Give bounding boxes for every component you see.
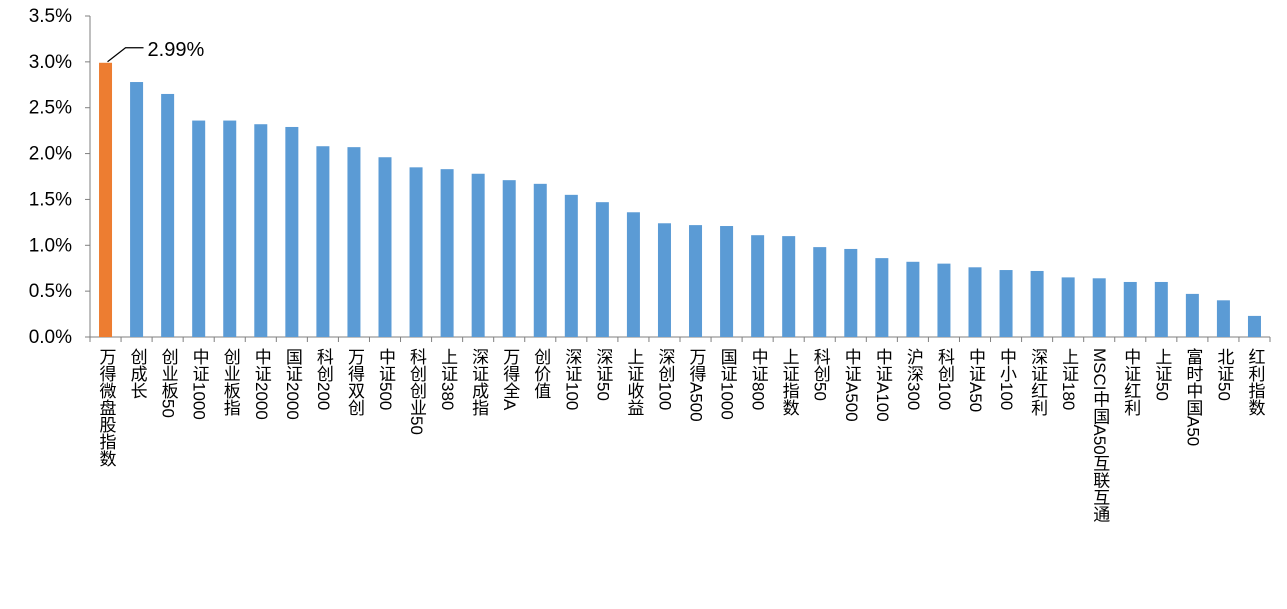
x-tick-label: 中证A50 xyxy=(966,348,985,413)
x-tick-label: 深证红利 xyxy=(1028,348,1048,416)
x-tick-label: 红利指数 xyxy=(1245,348,1265,416)
x-tick-label: 科创创业50 xyxy=(407,348,427,435)
x-tick-label: 深证100 xyxy=(562,348,582,411)
bar xyxy=(99,62,113,337)
x-tick-label: 创成长 xyxy=(127,348,147,399)
bar xyxy=(409,167,423,337)
x-tick-label: 万得微盘股指数 xyxy=(96,348,116,467)
x-tick-label: 科创50 xyxy=(810,348,830,401)
y-tick-label: 3.0% xyxy=(29,52,72,73)
bar xyxy=(689,225,703,337)
x-tick-label: 上证指数 xyxy=(779,348,799,416)
x-tick-label: 万得全A xyxy=(500,348,520,411)
x-tick-label: 沪深300 xyxy=(903,348,923,411)
bar xyxy=(502,180,516,337)
bar xyxy=(564,194,578,337)
x-tick-label: 万得A500 xyxy=(686,348,706,422)
bar xyxy=(999,270,1013,337)
x-tick-label: 中证A100 xyxy=(872,348,892,422)
bar xyxy=(751,235,765,337)
bar xyxy=(347,147,361,337)
bar xyxy=(285,126,299,337)
x-tick-label: 国证2000 xyxy=(282,348,302,420)
bar xyxy=(223,120,237,337)
bar xyxy=(1092,278,1106,337)
x-tick-label: 中证红利 xyxy=(1121,348,1141,416)
x-tick-label: 中证800 xyxy=(748,348,768,411)
annotation-leader-line xyxy=(107,47,144,63)
bar xyxy=(1216,300,1230,337)
y-tick-label: 2.0% xyxy=(29,144,72,165)
bar xyxy=(844,248,858,337)
x-tick-label: 深证成指 xyxy=(469,348,489,416)
bar xyxy=(906,261,920,337)
y-tick-label: 0.5% xyxy=(29,281,72,302)
y-tick-label: 2.5% xyxy=(29,98,72,119)
x-tick-label: 中小100 xyxy=(997,348,1017,411)
x-tick-label: 科创200 xyxy=(313,348,333,411)
bar xyxy=(1123,281,1137,337)
bar xyxy=(161,93,175,337)
y-tick-label: 1.5% xyxy=(29,189,72,210)
bar xyxy=(720,226,734,337)
bar xyxy=(595,202,609,337)
bar xyxy=(130,82,144,337)
y-tick-label: 1.0% xyxy=(29,235,72,256)
bar xyxy=(1030,270,1044,337)
bar xyxy=(316,146,330,337)
x-tick-label: 中证1000 xyxy=(189,348,209,420)
y-tick-label: 3.5% xyxy=(29,6,72,27)
bar xyxy=(440,169,454,337)
bar xyxy=(1185,293,1199,337)
x-tick-label: 创业板指 xyxy=(220,348,240,416)
bar xyxy=(968,267,982,337)
y-tick-label: 0.0% xyxy=(29,327,72,348)
x-tick-label: 中证2000 xyxy=(251,348,271,420)
x-tick-label: 上证收益 xyxy=(624,348,644,416)
bar xyxy=(626,212,640,337)
data-label: 2.99% xyxy=(148,39,205,61)
bar xyxy=(254,124,268,337)
x-tick-label: 中证A500 xyxy=(841,348,861,422)
x-tick-label: 深创100 xyxy=(655,348,675,411)
bar xyxy=(782,236,796,337)
bar xyxy=(1061,277,1075,337)
x-tick-label: 创价值 xyxy=(531,348,551,399)
bar xyxy=(813,247,827,337)
x-tick-label: 国证1000 xyxy=(717,348,737,420)
x-tick-label: 上证180 xyxy=(1059,348,1079,411)
x-tick-label: 中证500 xyxy=(376,348,395,411)
x-tick-label: 富时中国A50 xyxy=(1183,348,1203,447)
x-tick-label: 创业板50 xyxy=(158,348,178,418)
bar xyxy=(657,223,671,337)
x-tick-label: 万得双创 xyxy=(344,348,364,416)
bar xyxy=(471,173,485,337)
bar xyxy=(1154,281,1168,337)
x-tick-label: 深证50 xyxy=(593,348,613,401)
x-tick-label: 上证50 xyxy=(1152,348,1172,401)
bar xyxy=(378,157,392,337)
x-tick-label: MSCI中国A50互联互通 xyxy=(1090,348,1110,523)
x-tick-label: 北证50 xyxy=(1214,348,1234,401)
bar xyxy=(875,258,889,337)
bar xyxy=(1247,315,1261,337)
x-tick-label: 科创100 xyxy=(934,348,954,411)
bar xyxy=(192,120,206,337)
bar xyxy=(937,263,951,337)
bar xyxy=(533,183,547,337)
x-tick-label: 上证380 xyxy=(438,348,458,411)
